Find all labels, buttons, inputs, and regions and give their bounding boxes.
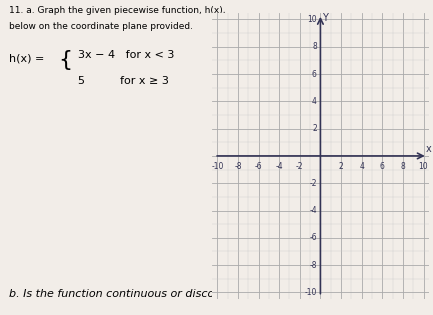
Text: 2: 2 — [312, 124, 317, 133]
Text: Y: Y — [323, 13, 328, 23]
Text: 5          for x ≥ 3: 5 for x ≥ 3 — [78, 76, 169, 86]
Text: 2: 2 — [339, 162, 343, 171]
Text: 3x − 4   for x < 3: 3x − 4 for x < 3 — [78, 50, 174, 60]
Text: -2: -2 — [309, 179, 317, 188]
Text: h(x) =: h(x) = — [9, 54, 44, 64]
Text: 6: 6 — [312, 70, 317, 78]
Text: x: x — [426, 144, 432, 154]
Text: -2: -2 — [296, 162, 304, 171]
Text: -6: -6 — [309, 233, 317, 242]
Text: 11. a. Graph the given piecewise function, h(x),: 11. a. Graph the given piecewise functio… — [9, 6, 225, 15]
Text: -6: -6 — [255, 162, 262, 171]
Text: 4: 4 — [359, 162, 364, 171]
Text: 8: 8 — [401, 162, 405, 171]
Text: b. Is the function continuous or discontinuous?: b. Is the function continuous or discont… — [9, 289, 268, 299]
Text: -10: -10 — [304, 288, 317, 297]
Text: 6: 6 — [380, 162, 385, 171]
Text: below on the coordinate plane provided.: below on the coordinate plane provided. — [9, 22, 193, 31]
Text: -10: -10 — [211, 162, 223, 171]
Text: {: { — [58, 50, 73, 70]
Text: -8: -8 — [309, 261, 317, 270]
Text: 10: 10 — [307, 15, 317, 24]
Text: 8: 8 — [312, 42, 317, 51]
Text: 4: 4 — [312, 97, 317, 106]
Text: -4: -4 — [275, 162, 283, 171]
Text: -4: -4 — [309, 206, 317, 215]
Text: 10: 10 — [419, 162, 428, 171]
Text: -8: -8 — [234, 162, 242, 171]
